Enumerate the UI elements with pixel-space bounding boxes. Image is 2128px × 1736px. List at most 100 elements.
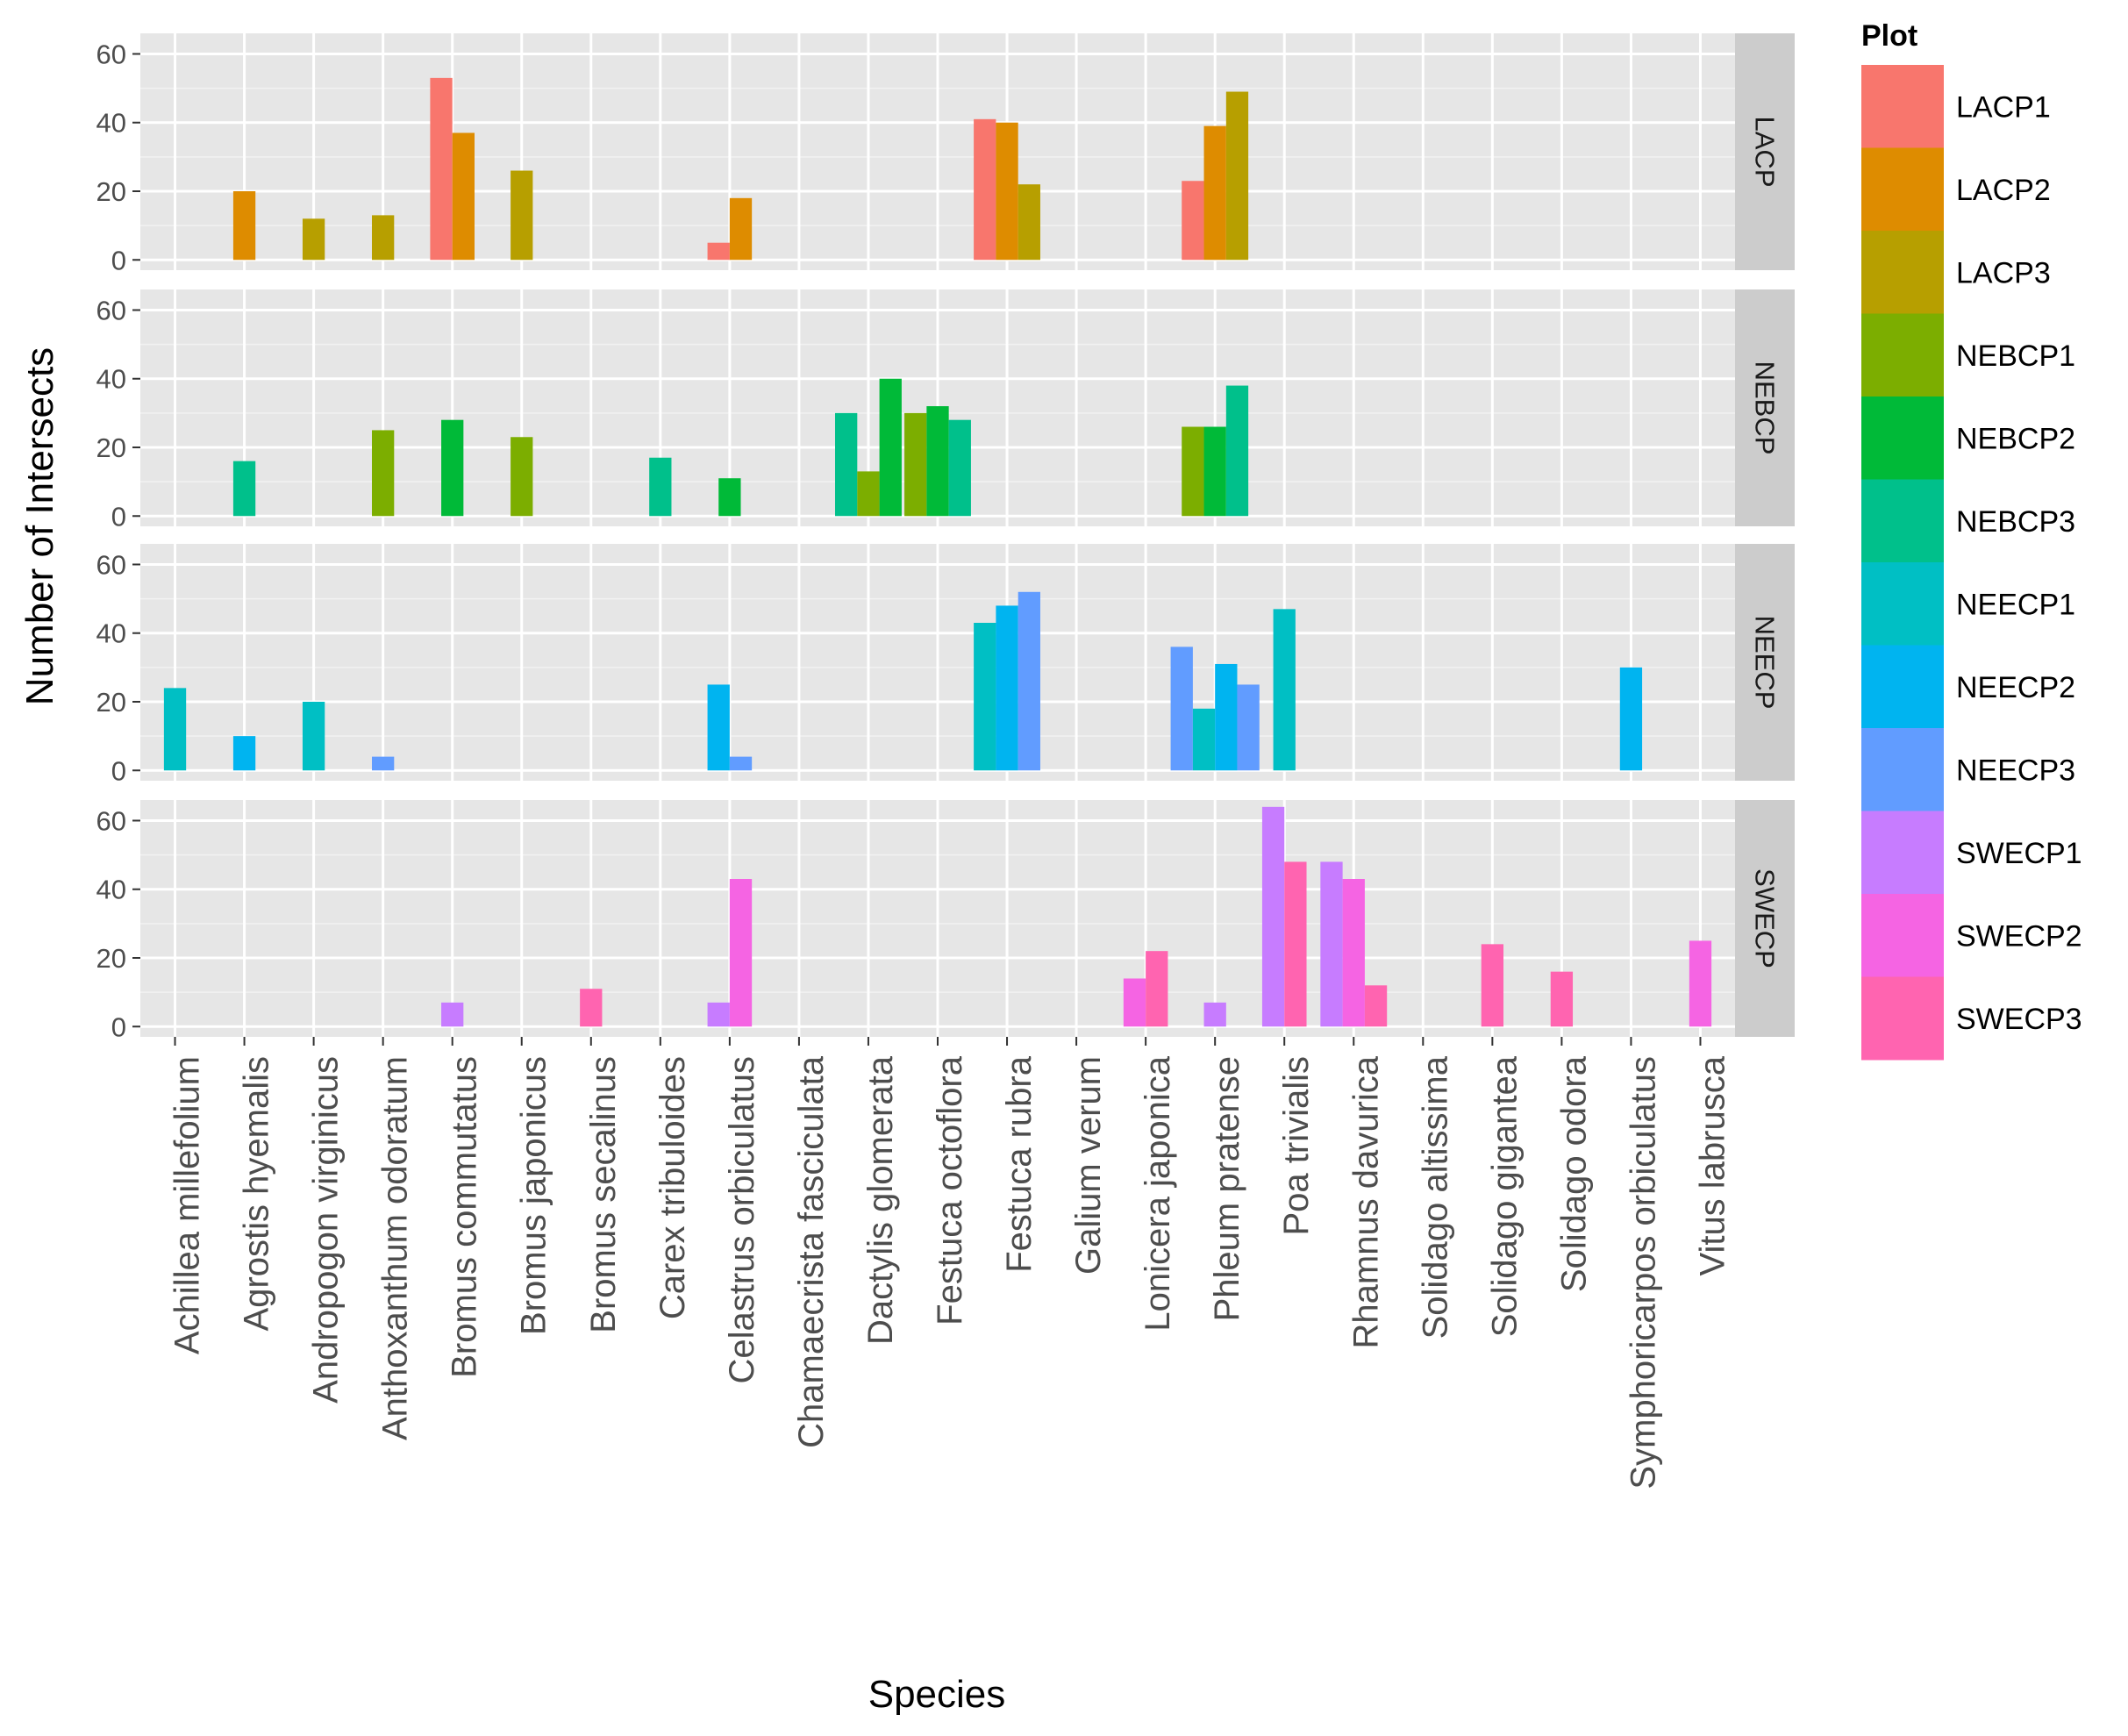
x-tick-label: Carex tribuloides xyxy=(653,1056,692,1319)
facet-strip-label: NEBCP xyxy=(1750,361,1781,455)
legend-key-lacp1 xyxy=(1861,65,1944,148)
legend: Plot LACP1 LACP2 LACP3 NEBCP1 NEBCP2 NEBCP3 NE… xyxy=(1861,19,2082,1061)
y-tick-label: 0 xyxy=(111,755,126,786)
facet-panel-lacp: 0 20 40 60 LACP xyxy=(96,33,1795,275)
y-tick-label: 60 xyxy=(96,805,126,836)
bar-nebcp-nebcp3 xyxy=(649,457,672,517)
facet-strip xyxy=(1735,289,1795,526)
facet-strip-label: NEECP xyxy=(1750,616,1781,710)
x-tick-label: Lonicera japonica xyxy=(1139,1055,1177,1331)
x-tick-label: Bromus commutatus xyxy=(446,1056,484,1378)
bar-nebcp-nebcp2 xyxy=(926,406,949,517)
bar-lacp-lacp1 xyxy=(707,242,730,261)
x-tick-label: Phleum pratense xyxy=(1208,1056,1246,1321)
x-tick-label: Symphoricarpos orbiculatus xyxy=(1624,1056,1662,1490)
legend-label: NEECP3 xyxy=(1956,754,2075,787)
bar-lacp-lacp1 xyxy=(1182,181,1204,261)
bar-nebcp-nebcp2 xyxy=(1203,426,1226,517)
legend-key-swecp2 xyxy=(1861,894,1944,977)
y-tick-label: 40 xyxy=(96,618,126,649)
legend-label: NEECP2 xyxy=(1956,671,2075,704)
bar-nebcp-nebcp2 xyxy=(441,419,464,517)
bar-lacp-lacp2 xyxy=(452,132,475,261)
bar-neecp-neecp3 xyxy=(1170,647,1193,771)
facet-strip xyxy=(1735,544,1795,781)
x-tick-label: Rhamnus davurica xyxy=(1346,1055,1385,1348)
bar-nebcp-nebcp1 xyxy=(1182,426,1204,517)
legend-label: LACP1 xyxy=(1956,90,2051,124)
facet-strip-label: SWECP xyxy=(1750,868,1781,968)
legend-label: LACP2 xyxy=(1956,174,2051,207)
bar-neecp-neecp2 xyxy=(707,684,730,771)
bar-swecp-swecp1 xyxy=(1261,806,1285,1027)
legend-label: NEBCP1 xyxy=(1956,339,2075,373)
bar-lacp-lacp3 xyxy=(1018,184,1040,261)
facet-panels: 0 20 40 60 LACP 0 20 40 60 NEBCP 0 20 40 60 NEECP 0 20 40… xyxy=(96,33,1795,1042)
bar-neecp-neecp3 xyxy=(1237,684,1260,771)
bar-lacp-lacp1 xyxy=(974,118,996,261)
legend-key-neecp1 xyxy=(1861,562,1944,646)
x-axis-title: Species xyxy=(868,1673,1006,1716)
y-tick-label: 40 xyxy=(96,364,126,395)
bar-lacp-lacp2 xyxy=(1203,125,1226,261)
bar-swecp-swecp2 xyxy=(729,879,753,1027)
legend-label: NEBCP2 xyxy=(1956,422,2075,455)
y-tick-label: 60 xyxy=(96,39,126,69)
bar-swecp-swecp3 xyxy=(1146,951,1168,1027)
legend-label: SWECP3 xyxy=(1956,1003,2082,1036)
legend-key-nebcp2 xyxy=(1861,396,1944,480)
y-tick-label: 20 xyxy=(96,176,126,207)
legend-key-neecp3 xyxy=(1861,728,1944,811)
bar-swecp-swecp1 xyxy=(441,1002,464,1027)
bar-nebcp-nebcp1 xyxy=(511,437,533,517)
y-tick-label: 40 xyxy=(96,108,126,139)
x-axis: Achillea millefolium Agrostis hyemalis And… xyxy=(168,1037,1732,1490)
x-tick-label: Bromus japonicus xyxy=(515,1056,553,1335)
x-tick-label: Anthoxanthum odoratum xyxy=(376,1056,415,1440)
bar-nebcp-nebcp3 xyxy=(948,419,971,517)
bar-neecp-neecp1 xyxy=(974,623,996,771)
x-tick-label: Vitus labrusca xyxy=(1693,1055,1732,1275)
bar-swecp-swecp3 xyxy=(1481,944,1503,1027)
y-tick-label: 0 xyxy=(111,501,126,532)
legend-label: SWECP1 xyxy=(1956,837,2082,870)
bar-swecp-swecp1 xyxy=(707,1002,730,1027)
bar-lacp-lacp1 xyxy=(430,77,453,261)
y-tick-label: 20 xyxy=(96,432,126,463)
legend-key-neecp2 xyxy=(1861,645,1944,729)
legend-key-lacp3 xyxy=(1861,231,1944,314)
y-tick-label: 40 xyxy=(96,875,126,905)
facet-panel-nebcp: 0 20 40 60 NEBCP xyxy=(96,289,1795,532)
y-tick-label: 60 xyxy=(96,295,126,325)
bar-lacp-lacp3 xyxy=(511,170,533,261)
bar-lacp-lacp2 xyxy=(996,122,1018,261)
bar-swecp-swecp3 xyxy=(1284,861,1307,1027)
bar-neecp-neecp2 xyxy=(1619,667,1643,771)
x-tick-label: Festuca octoflora xyxy=(931,1055,969,1325)
bar-neecp-neecp3 xyxy=(729,756,753,771)
facet-strip xyxy=(1735,33,1795,270)
bar-swecp-swecp2 xyxy=(1689,940,1712,1027)
bar-lacp-lacp2 xyxy=(232,191,256,261)
y-tick-label: 0 xyxy=(111,1011,126,1042)
bar-neecp-neecp2 xyxy=(1215,663,1238,771)
x-tick-label: Galium verum xyxy=(1069,1056,1108,1275)
bar-nebcp-nebcp3 xyxy=(232,461,256,517)
x-tick-label: Andropogon virginicus xyxy=(307,1056,346,1404)
y-axis-title: Number of Intersects xyxy=(18,347,61,705)
legend-label: NEBCP3 xyxy=(1956,505,2075,539)
bar-neecp-neecp3 xyxy=(372,756,395,771)
bar-swecp-swecp1 xyxy=(1203,1002,1226,1027)
bar-swecp-swecp3 xyxy=(1364,985,1388,1027)
x-tick-label: Solidago altissima xyxy=(1416,1055,1454,1339)
legend-key-lacp2 xyxy=(1861,147,1944,232)
bar-lacp-lacp2 xyxy=(729,197,753,261)
legend-label: NEECP1 xyxy=(1956,588,2075,621)
bar-neecp-neecp1 xyxy=(1192,708,1216,771)
bar-lacp-lacp3 xyxy=(372,215,395,261)
legend-key-nebcp1 xyxy=(1861,313,1944,397)
bar-lacp-lacp3 xyxy=(1225,91,1249,261)
bar-neecp-neecp1 xyxy=(302,702,325,771)
bar-swecp-swecp1 xyxy=(1320,861,1343,1027)
bar-neecp-neecp1 xyxy=(163,688,187,771)
